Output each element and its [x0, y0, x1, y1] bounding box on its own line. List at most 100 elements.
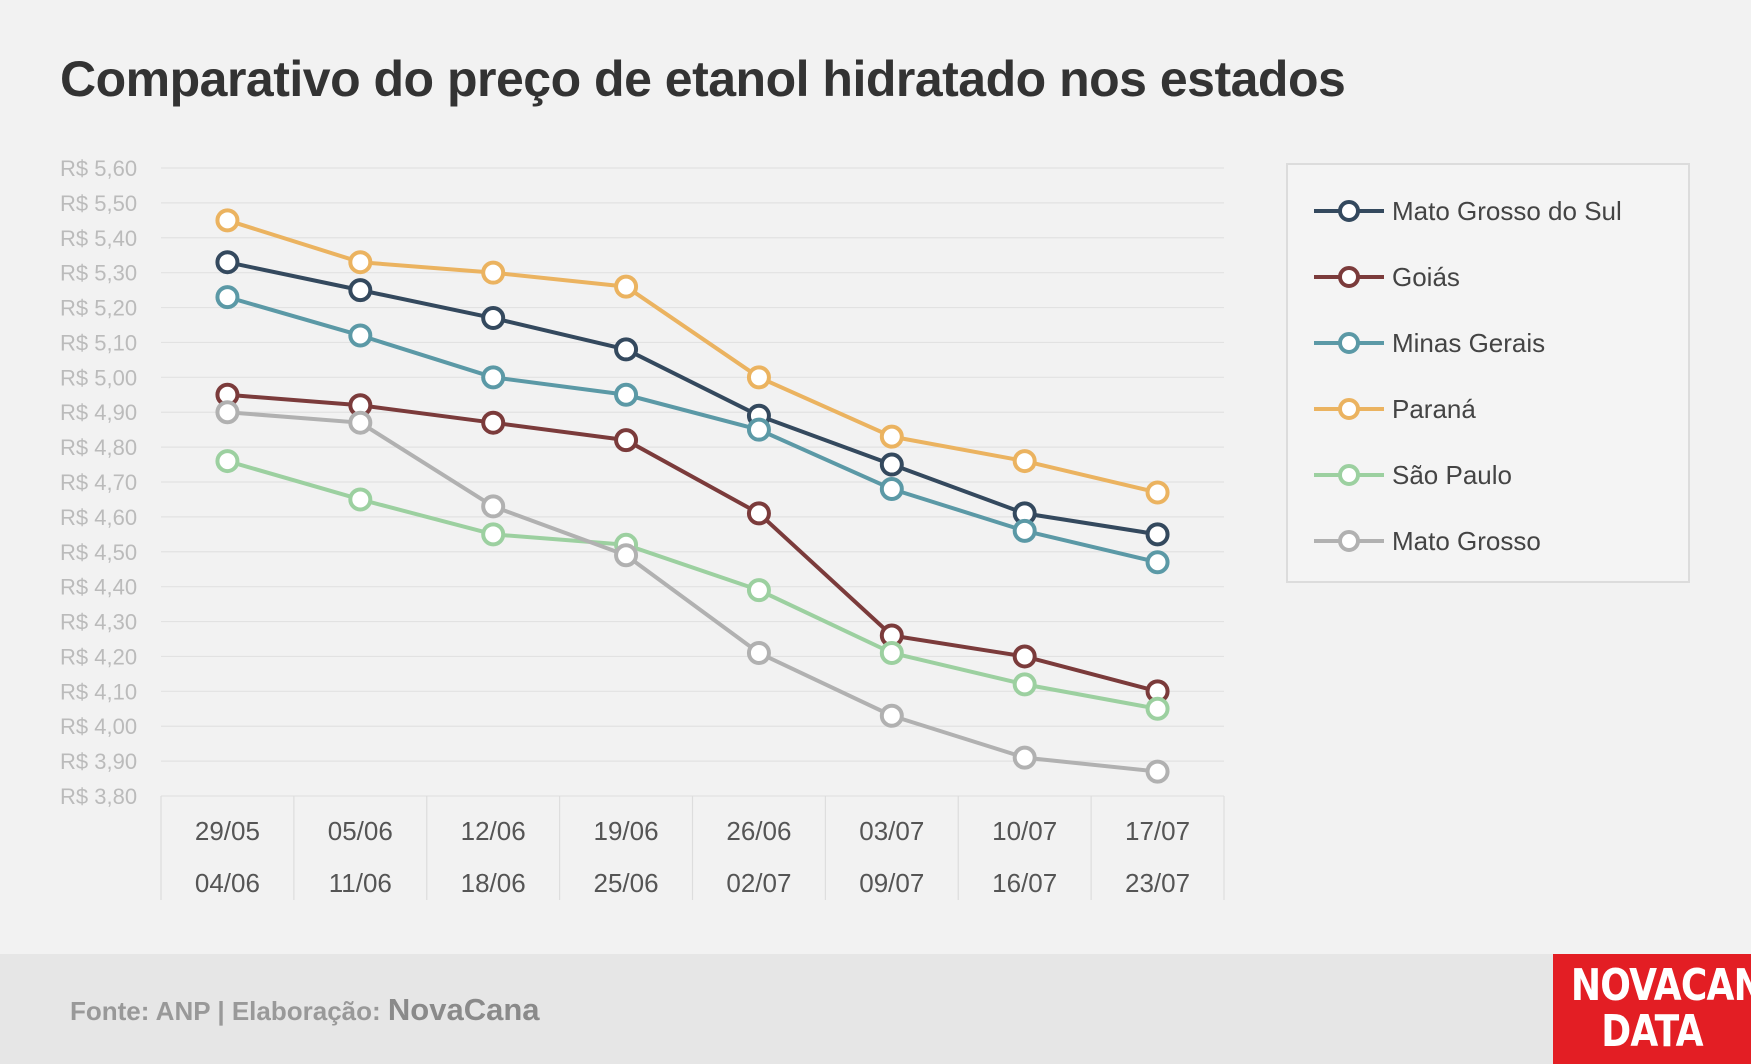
x-tick-label: 26/06: [726, 816, 791, 846]
y-tick-label: R$ 4,80: [60, 435, 137, 460]
y-tick-label: R$ 5,10: [60, 330, 137, 355]
legend-swatch-marker: [1338, 266, 1360, 288]
y-tick-label: R$ 4,70: [60, 470, 137, 495]
data-point: [481, 410, 506, 435]
legend-swatch: [1314, 398, 1384, 420]
data-point: [879, 424, 904, 449]
data-point: [746, 501, 771, 526]
data-point: [481, 365, 506, 390]
legend-item: São Paulo: [1312, 455, 1512, 495]
y-tick-label: R$ 4,10: [60, 679, 137, 704]
legend-label: São Paulo: [1392, 459, 1512, 490]
series-sao-paulo: [215, 449, 1170, 721]
legend: Mato Grosso do Sul Goiás Minas Gerais Paran…: [1286, 163, 1690, 583]
data-point: [746, 417, 771, 442]
data-point: [215, 449, 240, 474]
x-tick-label: 02/07: [726, 868, 791, 898]
x-tick-label: 29/05: [195, 816, 260, 846]
series-goias: [215, 382, 1170, 704]
data-point: [879, 703, 904, 728]
y-tick-label: R$ 3,80: [60, 784, 137, 809]
data-point: [1145, 759, 1170, 784]
legend-label: Paraná: [1392, 393, 1476, 424]
source-brand: NovaCana: [387, 992, 540, 1027]
x-tick-label: 19/06: [594, 816, 659, 846]
data-point: [481, 260, 506, 285]
series-line: [227, 392, 1159, 694]
data-point: [1012, 745, 1037, 770]
source-credit: Fonte: ANP | Elaboração: NovaCana: [70, 992, 540, 1028]
novacana-data-logo: NOVACANA DATA: [1553, 954, 1751, 1064]
data-point: [1012, 518, 1037, 543]
series-minas-gerais: [215, 285, 1170, 575]
legend-swatch: [1314, 530, 1384, 552]
y-tick-label: R$ 4,20: [60, 644, 137, 669]
data-point: [1012, 644, 1037, 669]
legend-label: Mato Grosso: [1392, 525, 1541, 556]
data-point: [1012, 672, 1037, 697]
legend-item: Mato Grosso: [1312, 521, 1541, 561]
legend-swatch-marker: [1338, 398, 1360, 420]
data-point: [1145, 522, 1170, 547]
data-point: [348, 487, 373, 512]
source-text: Fonte: ANP | Elaboração:: [70, 996, 388, 1026]
y-tick-label: R$ 5,00: [60, 365, 137, 390]
legend-swatch: [1314, 200, 1384, 222]
logo-line-1: NOVACANA: [1570, 960, 1751, 1011]
legend-swatch-marker: [1338, 332, 1360, 354]
y-tick-label: R$ 5,30: [60, 261, 137, 286]
x-tick-label: 11/06: [329, 868, 392, 898]
x-tick-label: 04/06: [195, 868, 260, 898]
x-tick-label: 23/07: [1125, 868, 1190, 898]
data-point: [746, 365, 771, 390]
legend-swatch-marker: [1338, 530, 1360, 552]
series-mato-grosso: [215, 400, 1170, 784]
y-axis-ticks: R$ 3,80 R$ 3,90 R$ 4,00 R$ 4,10 R$ 4,20 R$ 4,…: [60, 156, 137, 809]
data-point: [215, 250, 240, 275]
legend-item: Mato Grosso do Sul: [1312, 191, 1622, 231]
data-point: [215, 400, 240, 425]
legend-swatch: [1314, 332, 1384, 354]
y-tick-label: R$ 4,50: [60, 540, 137, 565]
data-point: [215, 285, 240, 310]
chart-title: Comparativo do preço de etanol hidratado…: [60, 51, 1346, 107]
x-tick-label: 17/07: [1125, 816, 1190, 846]
series-parana: [215, 208, 1170, 505]
x-tick-label: 16/07: [992, 868, 1057, 898]
x-axis: 29/05 04/06 05/06 11/06 12/06 18/06 19/06 25/06…: [160, 796, 1225, 900]
legend-swatch: [1314, 464, 1384, 486]
y-tick-label: R$ 3,90: [60, 749, 137, 774]
data-point: [481, 522, 506, 547]
data-point: [348, 410, 373, 435]
series-mato-grosso-do-sul: [215, 250, 1170, 547]
data-point: [481, 494, 506, 519]
legend-label: Mato Grosso do Sul: [1392, 195, 1622, 226]
series-line: [226, 295, 1159, 565]
data-point: [348, 278, 373, 303]
x-tick-label: 05/06: [328, 816, 393, 846]
legend-label: Minas Gerais: [1392, 327, 1546, 358]
x-tick-label: 10/07: [992, 816, 1057, 846]
y-tick-label: R$ 5,60: [60, 156, 137, 181]
data-point: [746, 578, 771, 603]
data-point: [1145, 480, 1170, 505]
data-point: [879, 640, 904, 665]
footer: Fonte: ANP | Elaboração: NovaCana: [0, 954, 1751, 1064]
y-tick-label: R$ 4,30: [60, 610, 137, 635]
series-lines: [215, 208, 1170, 784]
y-tick-label: R$ 4,00: [60, 714, 137, 739]
legend-label: Goiás: [1392, 261, 1460, 292]
series-line: [226, 459, 1158, 711]
data-point: [1012, 449, 1037, 474]
series-line: [227, 410, 1158, 774]
x-tick-label: 18/06: [461, 868, 526, 898]
data-point: [614, 274, 639, 299]
data-point: [879, 476, 904, 501]
y-tick-label: R$ 4,60: [60, 505, 137, 530]
data-point: [614, 543, 639, 568]
data-point: [1145, 696, 1170, 721]
data-point: [1145, 550, 1170, 575]
gridlines: [161, 167, 1224, 797]
x-tick-label: 09/07: [859, 868, 924, 898]
legend-swatch: [1314, 266, 1384, 288]
